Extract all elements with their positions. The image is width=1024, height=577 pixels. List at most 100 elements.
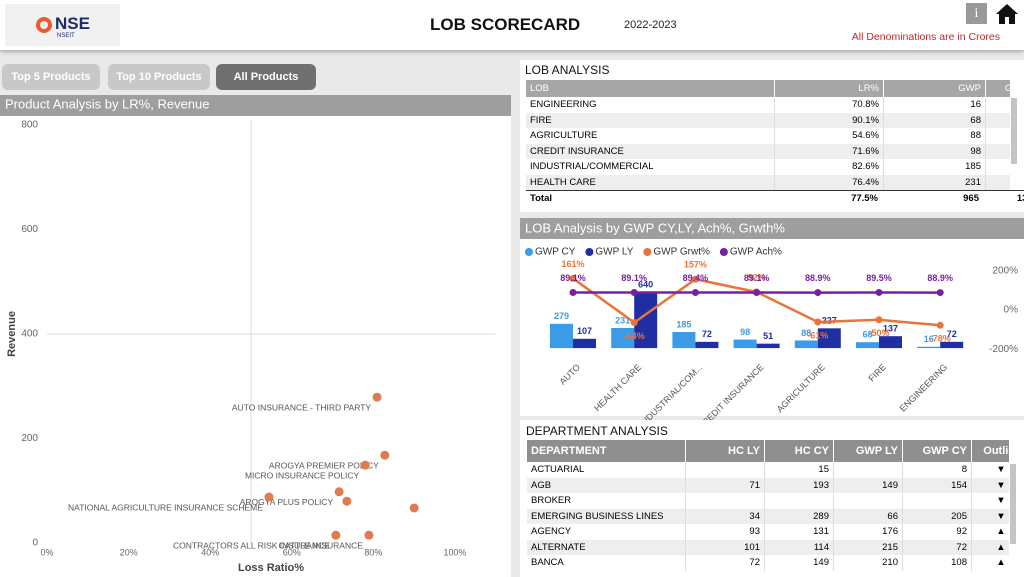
line-point <box>875 316 883 324</box>
y2-tick-label: 0% <box>1004 305 1019 316</box>
scatter-point <box>334 487 344 497</box>
table-cell: 90.1% <box>774 112 884 128</box>
x-tick-label: 80% <box>364 547 382 557</box>
table-cell: 185 <box>883 159 986 175</box>
x-tick-label: 20% <box>120 547 138 557</box>
table-cell: 82.6% <box>774 159 884 175</box>
bar-value-label: 98 <box>740 327 750 337</box>
line-value-label: 92% <box>748 272 766 282</box>
bar-value-label: 88 <box>801 328 811 338</box>
point-label: AROGYA PREMIER POLICY <box>269 460 379 470</box>
table-cell: 72 <box>985 159 1010 175</box>
x-axis-label: Loss Ratio% <box>238 562 304 574</box>
page-title: LOB SCORECARD <box>430 15 581 34</box>
table-cell: 93 <box>685 524 765 540</box>
tab-top5[interactable]: Top 5 Products <box>2 64 100 90</box>
line-point <box>630 319 638 327</box>
legend-marker <box>719 248 728 256</box>
table-cell: AGB <box>527 477 686 493</box>
info-button[interactable]: i <box>966 3 987 24</box>
line-point <box>753 289 761 297</box>
combo-title: LOB Analysis by GWP CY,LY, Ach%, Grwth% <box>525 220 785 235</box>
bar <box>856 342 879 349</box>
table-cell: 70.8% <box>774 97 884 113</box>
bar-value-label: 231 <box>615 315 630 325</box>
bar-value-label: 72 <box>947 329 957 339</box>
total-cell: 965 <box>963 193 979 205</box>
lob-total: Total 77.5% 965 1306 <box>526 190 1024 207</box>
point-label: MICRO INSURANCE POLICY <box>245 470 360 480</box>
column-header: GWP LY <box>985 80 1010 97</box>
legend-label: GWP CY <box>535 247 576 258</box>
y-axis-label: Revenue <box>6 311 18 357</box>
legend-label: GWP Grwt% <box>653 247 710 258</box>
scatter-panel <box>0 95 511 577</box>
table-row: EMERGING BUSINESS LINES 34 289 66 205 ▼ <box>527 508 1009 524</box>
line-value-label: 89.1% <box>744 273 770 283</box>
total-cell: 77.5% <box>851 193 878 205</box>
point-label: AROGYA PLUS POLICY <box>240 497 334 507</box>
table-cell <box>685 493 765 509</box>
line-value-label: -64% <box>624 331 645 341</box>
dept-scrollbar[interactable] <box>1010 464 1016 544</box>
table-cell: 154 <box>902 477 972 493</box>
table-cell: INDUSTRIAL/COMMERCIAL <box>526 159 775 175</box>
y-tick-label: 600 <box>21 224 38 235</box>
line-value-label: 88.9% <box>927 273 953 283</box>
table-cell: 289 <box>764 508 834 524</box>
table-cell: ▼ <box>971 493 1009 509</box>
bar-value-label: 185 <box>676 319 691 329</box>
table-cell: BROKER <box>527 493 686 509</box>
tab-all[interactable]: All Products <box>216 64 316 90</box>
home-button[interactable] <box>995 3 1019 25</box>
table-cell: 71.6% <box>774 143 884 159</box>
table-row: ACTUARIAL 15 8 ▼ <box>527 462 1009 478</box>
dept-title: DEPARTMENT ANALYSIS <box>526 424 668 438</box>
line-value-label: -78% <box>930 334 951 344</box>
logo-sub: NSEIT <box>57 33 75 39</box>
line-value-label: 89.5% <box>866 273 892 283</box>
combo-panel <box>520 218 1024 416</box>
table-cell: 131 <box>764 524 834 540</box>
scatter-point <box>380 450 390 460</box>
column-header: HC LY <box>685 440 765 462</box>
line-value-label: 161% <box>561 259 584 269</box>
table-cell: FIRE <box>526 112 775 128</box>
table-cell: 137 <box>985 112 1010 128</box>
column-header: LR% <box>774 80 884 97</box>
total-row: Total 77.5% 965 1306 <box>526 190 1024 207</box>
tab-top10[interactable]: Top 10 Products <box>108 64 210 90</box>
column-header: HC CY <box>764 440 834 462</box>
line-point <box>875 288 883 296</box>
header: NSE NSEIT LOB SCORECARD 2022-2023 i All … <box>0 0 1024 50</box>
bar-value-label: 51 <box>763 331 773 341</box>
table-cell: ▲ <box>971 539 1009 555</box>
table-cell <box>764 493 834 509</box>
y-tick-label: 200 <box>21 433 38 444</box>
bar-value-label: 16 <box>924 334 934 344</box>
table-cell: 108 <box>902 555 972 571</box>
dept-panel: DEPARTMENT ANALYSIS DEPARTMENT HC LY HC CY… <box>520 420 1024 577</box>
table-cell <box>685 462 765 478</box>
column-header: DEPARTMENT <box>527 440 686 462</box>
table-cell: HEALTH CARE <box>526 174 775 190</box>
table-cell: 51 <box>985 143 1010 159</box>
bar <box>917 346 941 349</box>
lob-scrollbar[interactable] <box>1011 98 1017 164</box>
table-row: BANCA 72 149 210 108 ▲ <box>527 555 1009 571</box>
x-tick-label: 60% <box>283 547 301 557</box>
y2-tick-label: 200% <box>992 265 1018 276</box>
table-cell: EMERGING BUSINESS LINES <box>527 508 686 524</box>
scatter-point <box>360 460 370 470</box>
point-label: NATIONAL AGRICULTURE INSURANCE SCHEME <box>68 502 263 512</box>
lob-title: LOB ANALYSIS <box>525 63 610 77</box>
line-point <box>569 289 577 297</box>
point-label: CATTLE INSURANCE <box>279 540 364 550</box>
table-cell: 8 <box>902 462 972 478</box>
